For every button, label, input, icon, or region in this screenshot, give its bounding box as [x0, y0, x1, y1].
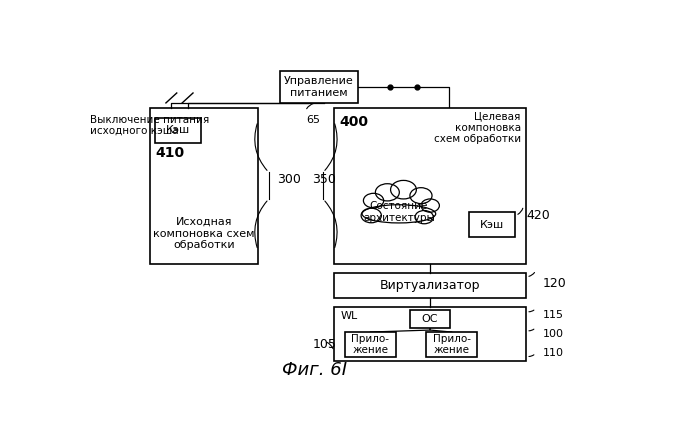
Text: 410: 410 — [155, 146, 185, 160]
Bar — [334, 108, 526, 264]
Bar — [280, 71, 358, 103]
Text: 100: 100 — [542, 329, 563, 339]
Ellipse shape — [375, 184, 399, 201]
Bar — [155, 118, 201, 143]
Text: Кэш: Кэш — [480, 220, 505, 230]
Text: 120: 120 — [542, 277, 566, 290]
Bar — [469, 212, 515, 237]
Ellipse shape — [362, 205, 435, 223]
Ellipse shape — [410, 187, 432, 203]
Ellipse shape — [415, 211, 433, 224]
Text: Прило-
жение: Прило- жение — [433, 334, 470, 355]
Text: Фиг. 6I: Фиг. 6I — [282, 361, 347, 379]
Bar — [334, 307, 526, 361]
Ellipse shape — [361, 208, 382, 223]
Text: Прило-
жение: Прило- жение — [352, 334, 389, 355]
Bar — [345, 332, 396, 357]
Ellipse shape — [391, 181, 417, 199]
Text: 105: 105 — [312, 338, 336, 351]
Ellipse shape — [363, 194, 384, 208]
Text: Состояние
архитектуры: Состояние архитектуры — [363, 201, 435, 223]
Text: 65: 65 — [307, 114, 321, 125]
Text: Выключение питания
исходного кэша: Выключение питания исходного кэша — [90, 114, 209, 136]
Text: ОС: ОС — [421, 314, 438, 324]
Text: 115: 115 — [542, 310, 563, 320]
Text: WL: WL — [340, 310, 358, 320]
Bar — [410, 310, 450, 328]
Ellipse shape — [421, 199, 440, 212]
Text: 420: 420 — [526, 209, 550, 222]
Bar — [426, 332, 477, 357]
Text: 350: 350 — [312, 172, 336, 186]
Text: 110: 110 — [542, 348, 563, 358]
Bar — [334, 273, 526, 298]
Text: 400: 400 — [339, 114, 368, 129]
Text: Целевая
компоновка
схем обработки: Целевая компоновка схем обработки — [433, 111, 521, 144]
Text: Управление
питанием: Управление питанием — [284, 77, 354, 98]
Text: 300: 300 — [277, 172, 301, 186]
Text: Исходная
компоновка схем
обработки: Исходная компоновка схем обработки — [153, 217, 254, 250]
Text: Кэш: Кэш — [166, 125, 190, 135]
Text: Виртуализатор: Виртуализатор — [380, 280, 480, 292]
Bar — [150, 108, 258, 264]
